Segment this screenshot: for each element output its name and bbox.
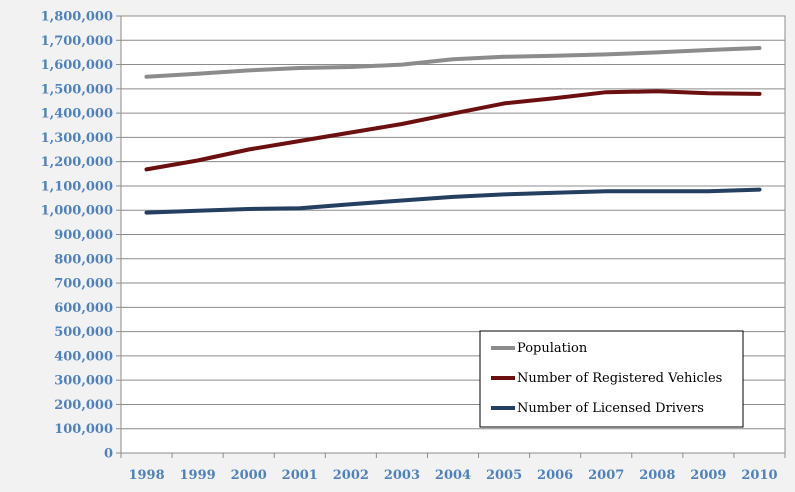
legend-label-registered-vehicles: Number of Registered Vehicles xyxy=(517,371,722,386)
y-tick-label: 800,000 xyxy=(54,252,113,267)
y-tick-label: 1,600,000 xyxy=(41,58,113,73)
x-tick-label: 2008 xyxy=(639,468,675,483)
series-line-licensed-drivers xyxy=(144,187,762,215)
y-tick-label: 1,000,000 xyxy=(41,204,113,219)
y-tick-label: 900,000 xyxy=(54,228,113,243)
y-tick-label: 200,000 xyxy=(54,398,113,413)
x-tick-label: 1998 xyxy=(128,468,164,483)
x-tick-label: 2001 xyxy=(282,468,318,483)
x-tick-label: 2009 xyxy=(690,468,726,483)
y-tick-label: 700,000 xyxy=(54,277,113,292)
x-tick-label: 2010 xyxy=(741,468,777,483)
x-tick-label: 2003 xyxy=(384,468,420,483)
y-tick-label: 1,800,000 xyxy=(41,10,113,25)
y-tick-label: 1,100,000 xyxy=(41,179,113,194)
series-lines xyxy=(144,46,762,215)
x-tick-label: 2007 xyxy=(588,468,624,483)
y-tick-label: 1,300,000 xyxy=(41,131,113,146)
x-tick-label: 2004 xyxy=(435,468,471,483)
y-tick-label: 400,000 xyxy=(54,349,113,364)
series-line-registered-vehicles xyxy=(144,89,762,172)
y-tick-label: 1,400,000 xyxy=(41,107,113,122)
y-tick-label: 1,200,000 xyxy=(41,155,113,170)
x-tick-label: 2005 xyxy=(486,468,522,483)
y-tick-label: 1,700,000 xyxy=(41,34,113,49)
x-axis-ticks: 1998 1999 2000 2001 2002 2003 2004 2005 2006 2007… xyxy=(120,453,786,483)
y-tick-label: 300,000 xyxy=(54,374,113,389)
y-tick-label: 1,500,000 xyxy=(41,82,113,97)
x-tick-label: 2006 xyxy=(537,468,573,483)
legend-label-population: Population xyxy=(517,341,588,356)
y-tick-label: 500,000 xyxy=(54,325,113,340)
y-axis-ticks: 0 100,000 200,000 300,000 400,000 500,000 600,… xyxy=(41,10,121,462)
x-tick-label: 1999 xyxy=(180,468,216,483)
legend-box xyxy=(479,330,744,428)
x-tick-label: 2000 xyxy=(231,468,267,483)
legend: Population Number of Registered Vehicles… xyxy=(479,330,744,428)
legend-label-licensed-drivers: Number of Licensed Drivers xyxy=(517,401,704,416)
y-tick-label: 600,000 xyxy=(54,301,113,316)
y-tick-label: 0 xyxy=(104,447,113,462)
series-line-population xyxy=(144,46,762,79)
x-tick-label: 2002 xyxy=(333,468,369,483)
y-tick-label: 100,000 xyxy=(54,422,113,437)
